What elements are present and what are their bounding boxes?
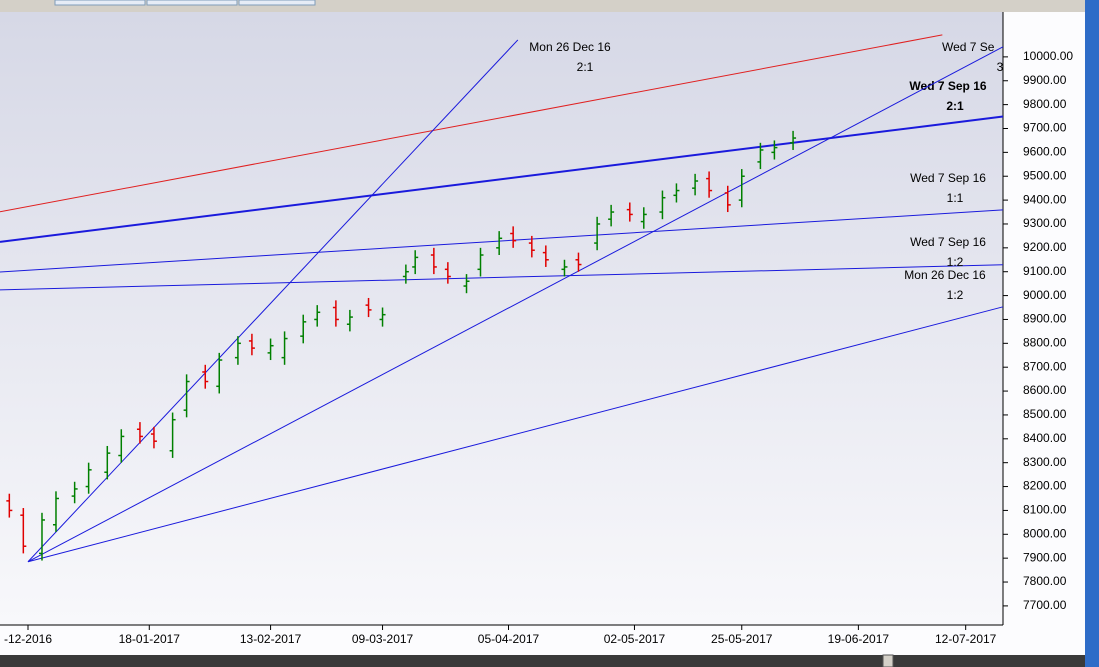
y-tick-label: 10000.00 <box>1023 49 1073 63</box>
y-tick-label: 8000.00 <box>1023 526 1067 540</box>
y-tick-label: 8600.00 <box>1023 383 1067 397</box>
line-label: Wed 7 Se <box>942 40 995 54</box>
y-tick-label: 9100.00 <box>1023 264 1067 278</box>
x-tick-label: 19-06-2017 <box>828 632 890 646</box>
x-tick-label: 13-02-2017 <box>240 632 302 646</box>
x-tick-label: 09-03-2017 <box>352 632 414 646</box>
scrollbar-thumb[interactable] <box>882 654 894 667</box>
x-tick-label: 18-01-2017 <box>119 632 181 646</box>
line-label: 1:2 <box>947 288 964 302</box>
x-tick-label: 02-05-2017 <box>604 632 666 646</box>
line-label: 1:1 <box>947 191 964 205</box>
trend-line <box>0 209 1004 273</box>
window-border <box>1085 0 1099 667</box>
line-label: 2:1 <box>946 99 964 113</box>
trend-line <box>0 264 1004 291</box>
y-tick-label: 9700.00 <box>1023 121 1067 135</box>
y-tick-label: 9800.00 <box>1023 97 1067 111</box>
line-label: 1:2 <box>947 255 964 269</box>
toolbar-button[interactable] <box>54 0 146 6</box>
line-label: 3 <box>997 60 1004 74</box>
toolbar-button[interactable] <box>238 0 316 6</box>
line-label: 2:1 <box>577 60 594 74</box>
y-tick-label: 9400.00 <box>1023 192 1067 206</box>
x-tick-label: -12-2016 <box>4 632 52 646</box>
y-tick-label: 9200.00 <box>1023 240 1067 254</box>
y-tick-label: 9900.00 <box>1023 73 1067 87</box>
y-tick-label: 8200.00 <box>1023 479 1067 493</box>
y-tick-label: 8400.00 <box>1023 431 1067 445</box>
y-tick-label: 7700.00 <box>1023 598 1067 612</box>
y-tick-label: 8800.00 <box>1023 335 1067 349</box>
x-tick-label: 25-05-2017 <box>711 632 773 646</box>
x-tick-label: 05-04-2017 <box>478 632 540 646</box>
y-tick-label: 8700.00 <box>1023 359 1067 373</box>
y-tick-label: 9500.00 <box>1023 168 1067 182</box>
line-label: Wed 7 Sep 16 <box>910 171 986 185</box>
y-tick-label: 9000.00 <box>1023 288 1067 302</box>
line-label: Mon 26 Dec 16 <box>904 268 986 282</box>
y-tick-label: 9600.00 <box>1023 145 1067 159</box>
trend-line <box>0 115 1004 243</box>
trend-line <box>27 306 1004 563</box>
trend-line <box>0 34 943 213</box>
plot-area <box>0 12 1003 625</box>
plot-group: Wed 7 Se3 Wed 7 Sep 16 2:1 Wed 7 Sep 16 1:1 W… <box>0 34 1004 563</box>
y-tick-label: 9300.00 <box>1023 216 1067 230</box>
toolbar-button[interactable] <box>146 0 238 6</box>
trend-line <box>27 39 519 563</box>
y-tick-label: 8100.00 <box>1023 503 1067 517</box>
y-tick-label: 8900.00 <box>1023 312 1067 326</box>
y-tick-label: 7800.00 <box>1023 574 1067 588</box>
trend-line <box>27 46 1004 563</box>
scrollbar[interactable] <box>0 655 1085 667</box>
y-tick-label: 8300.00 <box>1023 455 1067 469</box>
line-label: Wed 7 Sep 16 <box>910 235 986 249</box>
line-label: Mon 26 Dec 16 <box>529 40 611 54</box>
y-tick-label: 8500.00 <box>1023 407 1067 421</box>
x-tick-label: 12-07-2017 <box>935 632 997 646</box>
y-tick-label: 7900.00 <box>1023 550 1067 564</box>
line-label: Wed 7 Sep 16 <box>909 79 986 93</box>
